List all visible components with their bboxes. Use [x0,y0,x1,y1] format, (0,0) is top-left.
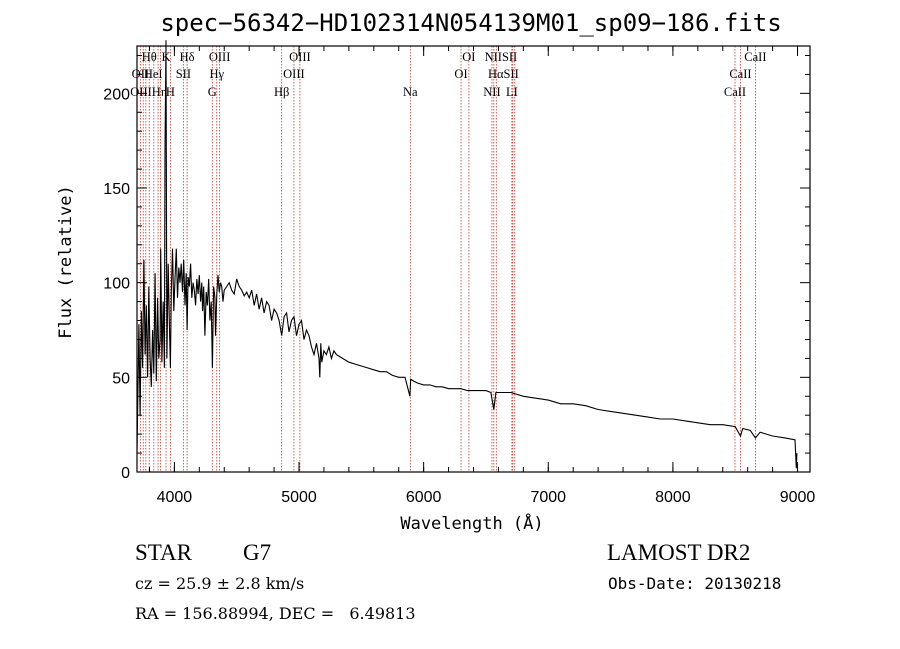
spectral-line-label: OI [454,67,467,81]
chart-title: spec−56342−HD102314N054139M01_sp09−186.f… [160,9,781,37]
coordinates: RA = 156.88994, DEC = 6.49813 [135,604,416,623]
x-tick-label: 8000 [655,489,691,506]
object-class: STAR [135,540,192,565]
spectral-line-markers [139,46,756,472]
spectral-line-label: H [166,85,175,99]
y-tick-label: 50 [112,370,130,387]
spectral-line-label: NIISII [485,50,518,64]
spectral-line-label: CaII [724,85,746,99]
spectral-line-label: OIII [209,50,231,64]
spectrum-series-line [136,40,798,469]
y-tick-label: 100 [103,276,130,293]
x-tick-label: 9000 [780,489,816,506]
spectral-line-label: HαSII [488,67,519,81]
spectral-line-label: Hγ [209,67,224,81]
spectral-line-label: Na [403,85,418,99]
axis-ticks: 4000 5000 6000 7000 8000 9000 0 50 100 150 200 [103,46,815,506]
x-tick-label: 6000 [406,489,442,506]
spectral-line-label: NII [483,85,500,99]
spectral-line-label: G [208,85,217,99]
spectral-line-label: Hβ [274,85,289,99]
survey-name: LAMOST DR2 [607,540,751,565]
plot-frame [136,45,811,473]
spectral-line-label: OIIIHη [130,85,167,99]
y-tick-label: 0 [121,465,130,482]
spectral-line-label: Hδ [180,50,195,64]
x-axis-label: Wavelength (Å) [400,512,543,534]
spectral-line-label: CaII [729,67,751,81]
y-axis-label: Flux (relative) [56,185,76,339]
spectral-line-label: HeI [144,67,163,81]
object-subclass: G7 [243,540,272,565]
spectral-line-label: SII [176,67,191,81]
spectral-line-label: Hθ [142,50,157,64]
x-tick-label: 5000 [281,489,317,506]
x-tick-label: 7000 [530,489,566,506]
spectral-line-label: OIII [283,67,305,81]
y-tick-label: 200 [103,86,130,103]
spectral-line-label: CaII [744,50,766,64]
spectral-line-label: LI [506,85,518,99]
spectral-line-label: OIII [289,50,311,64]
x-tick-label: 4000 [157,489,193,506]
spectral-line-label: OI [462,50,475,64]
y-tick-label: 150 [103,181,130,198]
redshift-cz: cz = 25.9 ± 2.8 km/s [135,574,305,593]
observation-date: Obs-Date: 20130218 [608,574,782,593]
